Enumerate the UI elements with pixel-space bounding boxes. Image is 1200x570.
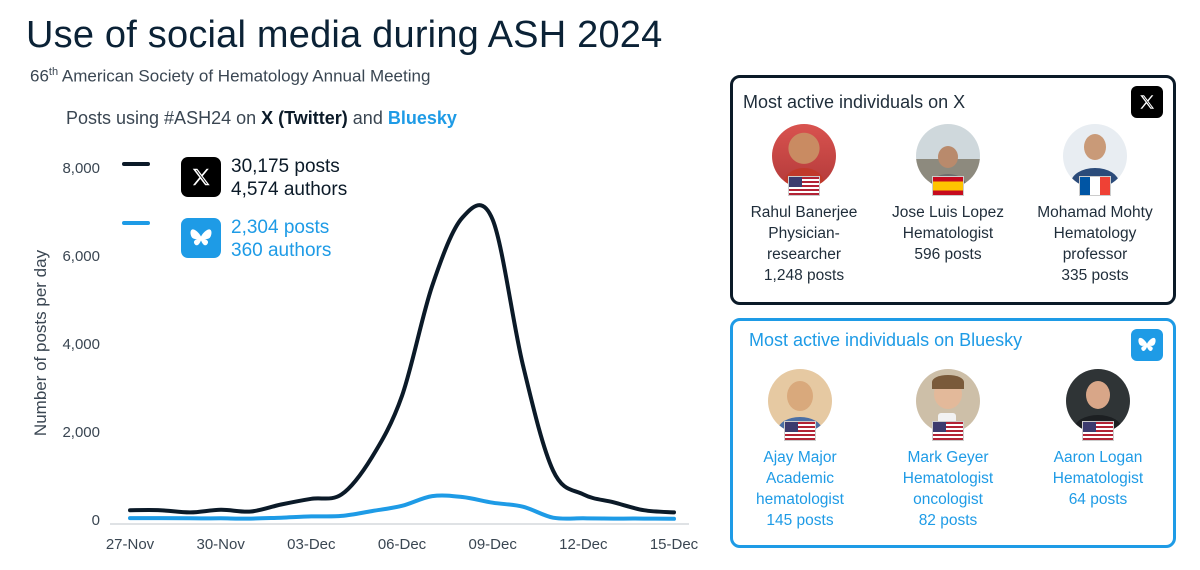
panel-top-bluesky-individuals: Most active individuals on Bluesky Ajay … — [730, 318, 1176, 548]
person-post-count: 596 posts — [914, 246, 982, 263]
page-title: Use of social media during ASH 2024 — [26, 14, 663, 56]
person-name: Jose Luis Lopez — [891, 204, 1005, 221]
person-card: Mark Geyer Hematologist oncologist 82 po… — [878, 369, 1018, 531]
person-post-count: 145 posts — [766, 512, 834, 529]
x-logo-icon — [181, 157, 221, 197]
page-subtitle: 66th American Society of Hematology Annu… — [30, 66, 430, 87]
panel-bluesky-title: Most active individuals on Bluesky — [749, 330, 1023, 350]
panel-x-title: Most active individuals on X — [743, 92, 966, 112]
x-tick-label: 12-Dec — [559, 536, 608, 553]
person-role: hematologist — [756, 491, 844, 508]
chart-heading-x-name: X (Twitter) — [261, 108, 348, 128]
person-role: researcher — [766, 246, 842, 263]
line-chart: 0 2,000 4,000 6,000 8,000 Number of posts per… — [31, 160, 699, 553]
y-tick-label: 0 — [92, 512, 100, 529]
person-role: Hematologist — [1052, 470, 1144, 487]
legend-bluesky-posts: 2,304 posts — [231, 217, 330, 238]
legend-x-line — [122, 162, 150, 166]
x-tick-label: 09-Dec — [468, 536, 517, 553]
flag-us-icon — [1082, 421, 1114, 441]
person-name: Rahul Banerjee — [750, 204, 858, 221]
y-axis-label: Number of posts per day — [31, 249, 50, 436]
x-tick-label: 15-Dec — [650, 536, 699, 553]
subtitle-ordinal: 66 — [30, 66, 49, 86]
legend-x-text: 30,175 posts 4,574 authors — [231, 155, 347, 201]
chart-heading: Posts using #ASH24 on X (Twitter) and Bl… — [66, 108, 457, 129]
flag-es-icon — [932, 176, 964, 196]
legend-bluesky-authors: 360 authors — [231, 240, 332, 261]
person-card: Aaron Logan Hematologist 64 posts — [1028, 369, 1168, 510]
person-name: Mark Geyer — [907, 449, 989, 466]
x-tick-label: 03-Dec — [287, 536, 336, 553]
chart-heading-prefix: Posts using #ASH24 on — [66, 108, 262, 128]
person-role: professor — [1062, 246, 1128, 263]
legend-x-posts: 30,175 posts — [231, 156, 340, 177]
flag-us-icon — [788, 176, 820, 196]
person-post-count: 64 posts — [1068, 491, 1128, 508]
y-tick-label: 8,000 — [62, 160, 100, 177]
person-post-count: 335 posts — [1061, 267, 1129, 284]
person-role: Physician- — [768, 225, 840, 242]
chart-heading-middle: and — [347, 108, 388, 128]
person-card: Ajay Major Academic hematologist 145 pos… — [730, 369, 870, 531]
legend-bluesky-line — [122, 221, 150, 225]
x-tick-label: 27-Nov — [106, 536, 155, 553]
series-line-bluesky — [128, 493, 676, 521]
subtitle-rest: American Society of Hematology Annual Me… — [58, 66, 431, 86]
x-tick-label: 30-Nov — [196, 536, 245, 553]
person-post-count: 1,248 posts — [763, 267, 845, 284]
person-card: Jose Luis Lopez Hematologist 596 posts — [878, 124, 1018, 265]
person-name: Mohamad Mohty — [1037, 204, 1153, 221]
x-logo-icon — [1131, 86, 1163, 118]
y-tick-label: 6,000 — [62, 248, 100, 265]
bluesky-butterfly-icon — [181, 218, 221, 258]
person-role: Hematology — [1053, 225, 1137, 242]
person-card: Rahul Banerjee Physician- researcher 1,2… — [734, 124, 874, 286]
flag-us-icon — [784, 421, 816, 441]
y-tick-label: 2,000 — [62, 424, 100, 441]
person-name: Aaron Logan — [1053, 449, 1143, 466]
person-role: Academic — [765, 470, 835, 487]
legend-bluesky-text: 2,304 posts 360 authors — [231, 216, 331, 262]
avatar — [916, 369, 980, 433]
chart-heading-bluesky-name: Bluesky — [387, 108, 457, 128]
y-tick-label: 4,000 — [62, 336, 100, 353]
bluesky-butterfly-icon — [1131, 329, 1163, 361]
person-name: Ajay Major — [763, 449, 837, 466]
panel-top-x-individuals: Most active individuals on X Rahul Baner… — [730, 75, 1176, 305]
x-tick-label: 06-Dec — [378, 536, 427, 553]
legend-x-authors: 4,574 authors — [231, 179, 348, 200]
series-line-x — [128, 203, 676, 515]
person-role: Hematologist — [902, 470, 994, 487]
subtitle-ordinal-suffix: th — [48, 66, 59, 78]
person-post-count: 82 posts — [918, 512, 978, 529]
person-role: Hematologist — [902, 225, 994, 242]
person-card: Mohamad Mohty Hematology professor 335 p… — [1025, 124, 1165, 286]
person-role: oncologist — [913, 491, 983, 508]
flag-fr-icon — [1079, 176, 1111, 196]
flag-us-icon — [932, 421, 964, 441]
